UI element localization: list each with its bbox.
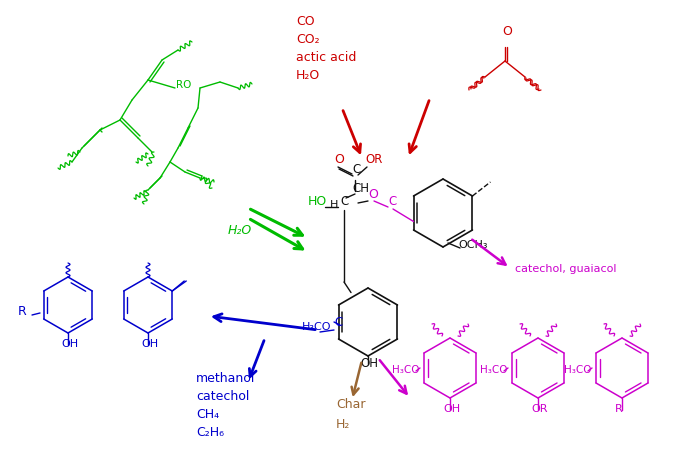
Text: H₃CO: H₃CO [392, 365, 420, 375]
Text: Char: Char [336, 398, 365, 411]
Text: catechol, guaiacol: catechol, guaiacol [515, 264, 616, 274]
Text: R: R [18, 305, 27, 318]
Text: RO: RO [176, 80, 191, 90]
Text: OH: OH [141, 339, 158, 349]
Text: C₂H₆: C₂H₆ [196, 426, 224, 439]
Text: HO: HO [308, 195, 327, 208]
Text: H₂O: H₂O [228, 224, 252, 237]
Text: H₂: H₂ [336, 418, 350, 431]
Text: O: O [502, 25, 512, 38]
Text: catechol: catechol [196, 390, 249, 403]
Text: R: R [615, 404, 623, 414]
Text: CH₄: CH₄ [196, 408, 219, 421]
Text: OR: OR [531, 404, 548, 414]
Text: C: C [334, 316, 342, 329]
Text: OCH₃: OCH₃ [458, 240, 488, 250]
Text: H: H [330, 200, 338, 210]
Text: OH: OH [61, 339, 78, 349]
Text: CO: CO [296, 15, 314, 28]
Text: H₂O: H₂O [296, 69, 320, 82]
Text: O: O [334, 153, 344, 166]
Text: C: C [388, 195, 396, 208]
Text: H₃CO: H₃CO [302, 322, 332, 332]
Text: CO₂: CO₂ [296, 33, 320, 46]
Text: C: C [340, 195, 348, 208]
Text: actic acid: actic acid [296, 51, 356, 64]
Text: H₃CO: H₃CO [564, 365, 592, 375]
Text: C: C [352, 163, 361, 176]
Text: OH: OH [360, 357, 378, 370]
Text: O: O [368, 188, 378, 201]
Text: CH: CH [352, 182, 369, 195]
Text: OR: OR [365, 153, 383, 166]
Text: H₃CO: H₃CO [480, 365, 508, 375]
Text: methanol: methanol [196, 372, 255, 385]
Text: OH: OH [443, 404, 460, 414]
